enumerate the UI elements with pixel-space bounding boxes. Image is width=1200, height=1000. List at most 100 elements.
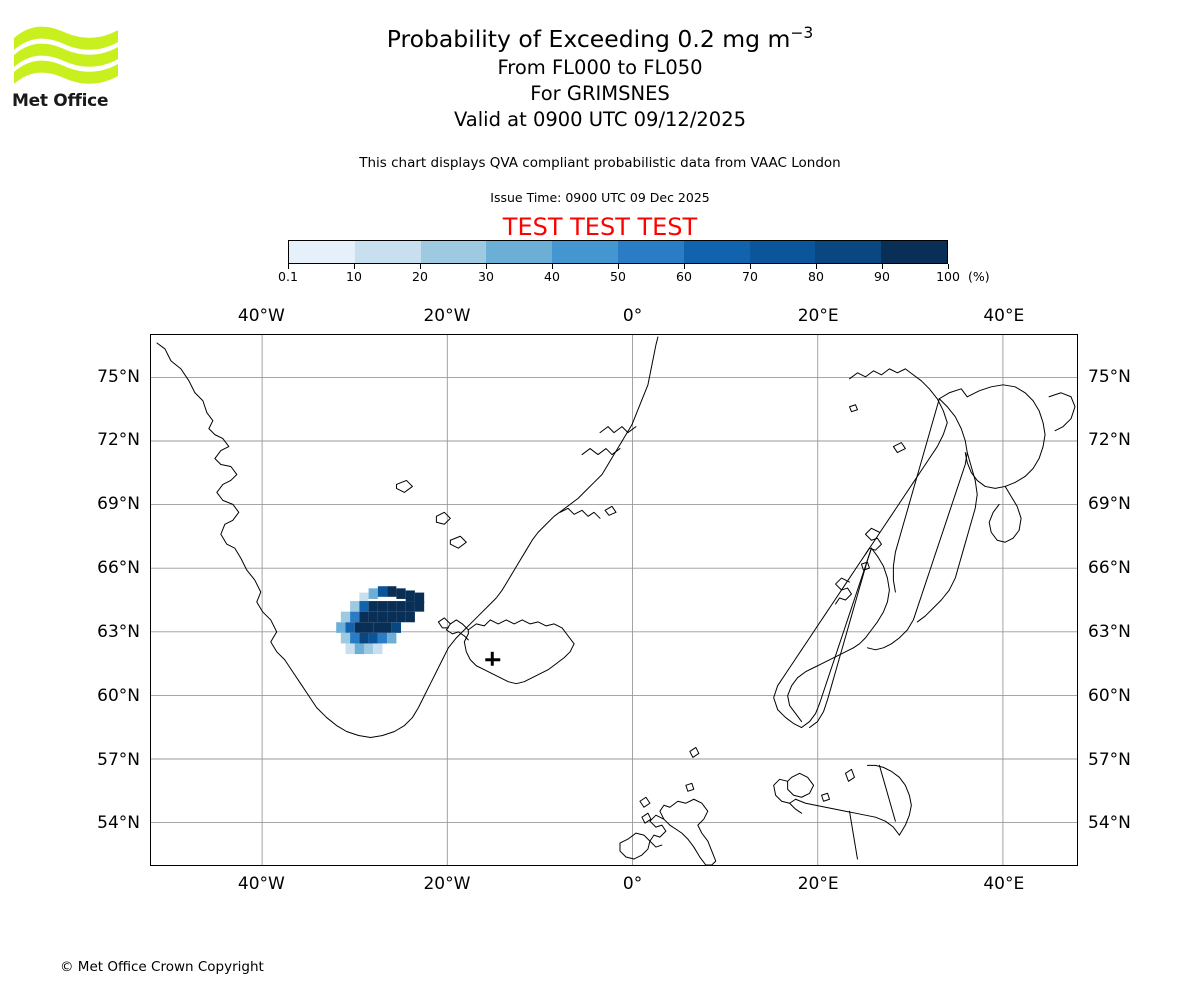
met-office-logo: Met Office	[12, 22, 122, 114]
colorbar-band-3	[486, 241, 553, 263]
plume-cell-25	[354, 622, 364, 633]
plume-cell-24	[345, 622, 355, 633]
colorbar-tick-label-8: 80	[808, 269, 824, 284]
plume-cell-28	[382, 622, 392, 633]
border-baltic-internal	[878, 764, 896, 822]
qva-note: This chart displays QVA compliant probab…	[359, 155, 841, 171]
coastline-kola	[938, 388, 968, 400]
lat-label-right-1: 72°N	[1088, 430, 1131, 451]
lon-label-bottom-4: 40°E	[983, 874, 1025, 894]
plume-cell-26	[363, 622, 374, 633]
colorbar-tick-10	[948, 264, 949, 269]
coastline-white-sea	[988, 485, 1022, 543]
lon-label-top-4: 40°E	[983, 306, 1025, 326]
coastline-iceland-westfjords	[445, 619, 469, 641]
plume-cell-1	[368, 588, 378, 599]
colorbar-tick-2	[420, 264, 421, 269]
colorbar-unit-label: (%)	[968, 269, 990, 284]
colorbar-tick-label-4: 40	[544, 269, 560, 284]
plume-cell-29	[391, 622, 402, 633]
lat-label-left-7: 54°N	[97, 813, 140, 834]
coastline-denmark	[787, 772, 815, 798]
lat-label-left-1: 72°N	[97, 430, 140, 451]
lon-label-top-3: 20°E	[797, 306, 839, 326]
chart-title-block: Probability of Exceeding 0.2 mg m−3 From…	[0, 24, 1200, 133]
volcano-subtitle: For GRIMSNES	[530, 82, 670, 105]
plume-cell-30	[340, 632, 351, 644]
lon-label-top-0: 40°W	[237, 306, 285, 326]
coastline-sweden-east	[801, 547, 872, 729]
colorbar-tick-label-0: 0.1	[278, 269, 298, 284]
coastline-layer	[156, 336, 1076, 865]
lon-label-bottom-0: 40°W	[237, 874, 285, 894]
coastline-iceland	[463, 619, 575, 685]
colorbar-tick-9	[882, 264, 883, 269]
coastline-norway-fjords-2	[835, 577, 852, 605]
colorbar-band-6	[683, 241, 750, 263]
probability-colorbar	[288, 240, 948, 264]
lat-label-left-2: 69°N	[97, 494, 140, 515]
plume-cell-34	[377, 632, 388, 644]
lon-label-bottom-1: 20°W	[423, 874, 471, 894]
lon-label-top-2: 0°	[622, 306, 643, 326]
coastline-greenland-fjord-2	[581, 448, 621, 456]
plume-cell-38	[363, 643, 374, 655]
coastline-norway	[773, 368, 948, 729]
coastline-finland	[866, 398, 968, 651]
border-germany-poland	[848, 810, 858, 860]
border-norway-sweden	[809, 547, 872, 729]
colorbar-band-4	[552, 241, 618, 263]
valid-time-subtitle: Valid at 0900 UTC 09/12/2025	[453, 108, 747, 131]
plume-cell-21	[396, 611, 406, 623]
plume-cell-10	[377, 601, 388, 612]
colorbar-tick-1	[354, 264, 355, 269]
colorbar-tick-labels: 0.1 10 20 30 40 50 60 70 80 90 100	[278, 269, 960, 285]
coastline-greenland-fjord-3	[599, 426, 637, 434]
colorbar-band-0	[289, 241, 355, 263]
lat-label-right-3: 66°N	[1088, 558, 1131, 579]
border-finland-russia	[916, 452, 978, 623]
colorbar-tick-8	[816, 264, 817, 269]
coastline-scotland-west	[649, 814, 667, 848]
plume-cell-8	[359, 601, 369, 612]
plume-cell-12	[396, 601, 406, 612]
coastline-bornholm	[821, 792, 831, 802]
coastline-novaya-east	[1048, 392, 1076, 432]
plume-cell-3	[387, 586, 397, 597]
colorbar-tick-label-2: 20	[412, 269, 428, 284]
lon-label-bottom-2: 0°	[622, 874, 643, 894]
plume-cell-35	[387, 632, 397, 644]
lat-label-right-7: 54°N	[1088, 813, 1131, 834]
colorbar-tick-6	[684, 264, 685, 269]
copyright-notice: © Met Office Crown Copyright	[60, 959, 264, 975]
plume-cell-2	[377, 586, 388, 597]
coastline-shetland	[689, 746, 700, 758]
plume-cell-13	[405, 601, 415, 612]
plume-cell-31	[350, 632, 360, 644]
lat-label-right-5: 60°N	[1088, 685, 1131, 706]
plume-cell-14	[414, 601, 425, 612]
coastline-greenland-ne	[537, 336, 659, 533]
colorbar-band-1	[354, 241, 421, 263]
coastline-greenland-fjord-1	[559, 507, 601, 519]
plume-cell-17	[359, 611, 369, 623]
coastline-norway-lofoten	[892, 442, 906, 454]
met-office-wave-mark	[14, 26, 118, 84]
plume-cell-36	[345, 643, 355, 655]
coastline-iceland-nw-peninsula	[437, 617, 451, 629]
colorbar-band-2	[420, 241, 487, 263]
colorbar-band-5	[617, 241, 684, 263]
coastline-faroe-islands	[639, 796, 651, 808]
lon-label-bottom-3: 20°E	[797, 874, 839, 894]
colorbar-tick-5	[618, 264, 619, 269]
coastline-jutland	[773, 778, 797, 804]
plume-cell-0	[359, 592, 369, 604]
plume-cell-39	[373, 643, 383, 655]
colorbar-tick-label-1: 10	[346, 269, 362, 284]
lat-label-left-4: 63°N	[97, 621, 140, 642]
flight-level-subtitle: From FL000 to FL050	[497, 56, 703, 79]
colorbar-tick-4	[552, 264, 553, 269]
map-plot-area[interactable]	[150, 334, 1078, 866]
coastline-small-island-north	[848, 404, 858, 413]
plume-cell-9	[368, 601, 378, 612]
